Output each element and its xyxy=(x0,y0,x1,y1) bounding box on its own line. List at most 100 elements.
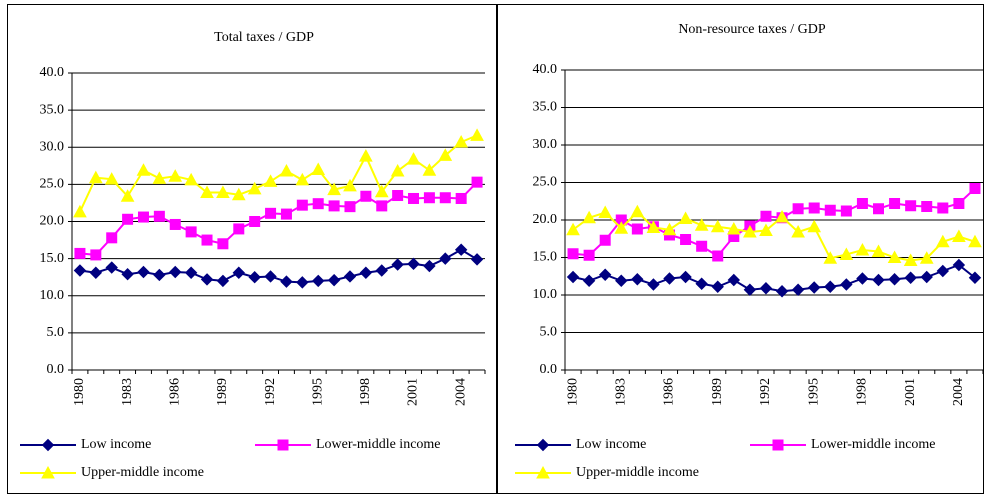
x-tick-label: 2001 xyxy=(406,378,421,406)
data-point xyxy=(791,283,805,296)
data-point xyxy=(423,192,435,204)
x-tick-label: 2001 xyxy=(903,378,918,406)
data-point xyxy=(185,226,197,238)
data-point xyxy=(439,192,451,204)
y-tick-label: 20.0 xyxy=(40,214,65,229)
y-tick-label: 30.0 xyxy=(533,137,558,152)
data-point xyxy=(919,251,934,264)
data-point xyxy=(391,258,404,271)
data-point xyxy=(328,200,340,212)
y-tick-label: 35.0 xyxy=(533,100,558,115)
data-point xyxy=(327,182,341,196)
data-point xyxy=(953,198,965,209)
data-point xyxy=(344,201,356,213)
y-tick-label: 40.0 xyxy=(40,65,65,80)
data-point xyxy=(392,190,404,202)
y-tick-label: 10.0 xyxy=(533,287,558,302)
x-tick-label: 1980 xyxy=(72,378,87,406)
data-point xyxy=(759,282,773,295)
data-point xyxy=(759,223,773,236)
y-tick-label: 25.0 xyxy=(40,177,65,192)
data-point xyxy=(743,224,757,238)
data-point xyxy=(727,273,741,287)
data-point xyxy=(295,172,310,186)
y-tick-label: 0.0 xyxy=(540,362,558,377)
chart-title: Non-resource taxes / GDP xyxy=(678,22,826,37)
data-point xyxy=(904,271,917,284)
data-point xyxy=(152,171,167,184)
data-point xyxy=(422,163,437,176)
data-point xyxy=(631,223,643,235)
data-point xyxy=(679,270,692,284)
data-point xyxy=(232,266,245,279)
data-point xyxy=(121,268,134,281)
data-point xyxy=(264,270,277,283)
data-point xyxy=(680,234,692,245)
data-point xyxy=(374,184,389,198)
y-tick-label: 25.0 xyxy=(533,175,558,190)
data-point xyxy=(216,185,230,199)
x-tick-label: 1995 xyxy=(310,378,325,406)
data-point xyxy=(920,270,933,284)
data-point xyxy=(296,199,308,211)
data-point xyxy=(168,169,183,182)
data-point xyxy=(937,202,949,214)
data-point xyxy=(582,210,596,224)
data-point xyxy=(312,274,325,288)
legend-label: Low income xyxy=(81,437,151,452)
data-point xyxy=(376,200,388,212)
data-point xyxy=(631,273,644,286)
data-point xyxy=(839,247,854,260)
legend-marker xyxy=(41,465,55,479)
data-point xyxy=(88,170,103,184)
x-tick-label: 1989 xyxy=(710,378,725,406)
data-point xyxy=(73,204,87,218)
data-point xyxy=(969,183,981,194)
data-point xyxy=(280,275,293,288)
x-tick-label: 1992 xyxy=(263,378,278,406)
data-point xyxy=(695,277,708,290)
data-point xyxy=(455,192,467,204)
y-tick-label: 35.0 xyxy=(40,102,65,117)
data-point xyxy=(710,219,725,233)
x-tick-label: 1980 xyxy=(565,378,580,406)
data-point xyxy=(249,216,261,227)
legend-label: Lower-middle income xyxy=(316,437,441,452)
y-tick-label: 20.0 xyxy=(533,212,558,227)
data-point xyxy=(311,162,326,176)
data-point xyxy=(327,273,341,287)
data-point xyxy=(217,238,229,250)
data-point xyxy=(73,264,87,277)
data-point xyxy=(247,181,262,195)
data-point xyxy=(390,163,405,177)
data-point xyxy=(856,198,868,209)
data-point xyxy=(630,204,645,218)
legend-label: Upper-middle income xyxy=(81,465,204,480)
data-point xyxy=(216,274,230,288)
data-point xyxy=(935,234,950,248)
data-point xyxy=(566,222,580,236)
data-point xyxy=(454,135,469,148)
data-point xyxy=(120,189,135,202)
data-point xyxy=(712,250,724,262)
legend-label: Upper-middle income xyxy=(576,465,699,480)
data-point xyxy=(792,203,804,215)
data-point xyxy=(90,249,102,261)
data-point xyxy=(791,224,805,238)
data-point xyxy=(840,278,853,291)
data-point xyxy=(807,219,822,233)
data-point xyxy=(905,200,917,212)
data-point xyxy=(201,234,213,246)
data-point xyxy=(726,221,741,235)
data-point xyxy=(566,270,580,284)
legend-marker xyxy=(277,439,289,451)
data-point xyxy=(280,208,292,220)
data-point xyxy=(871,244,886,257)
data-point xyxy=(89,266,103,279)
legend-marker xyxy=(536,465,550,479)
data-point xyxy=(359,149,373,162)
x-tick-label: 1986 xyxy=(167,378,182,406)
data-point xyxy=(598,268,612,281)
y-tick-label: 30.0 xyxy=(40,139,65,154)
